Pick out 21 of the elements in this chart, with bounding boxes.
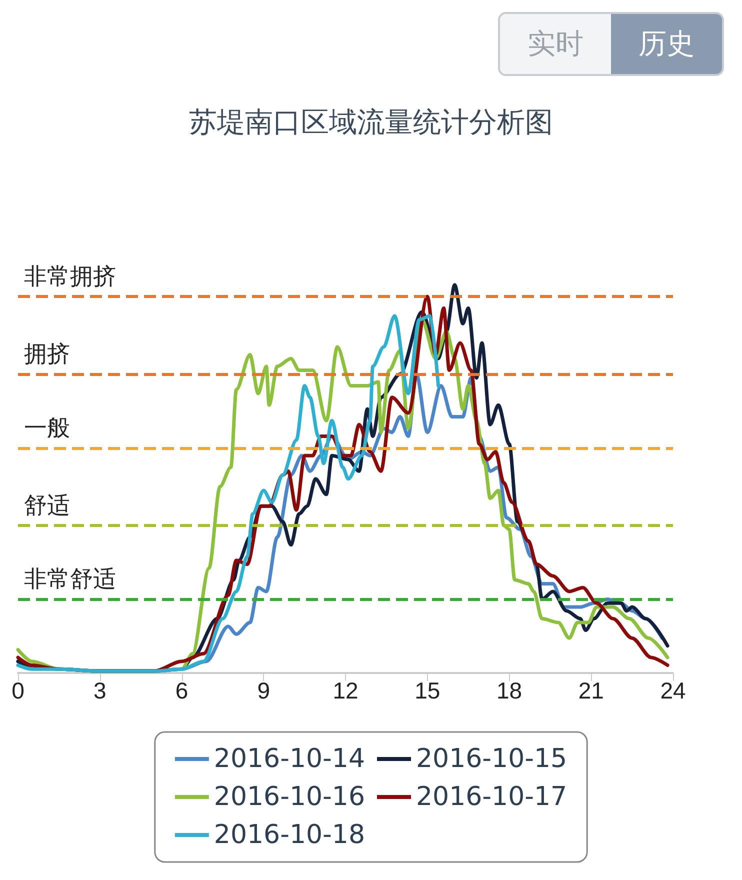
chart-title: 苏堤南口区域流量统计分析图: [189, 106, 553, 138]
legend-label: 2016-10-18: [214, 820, 366, 850]
x-tick-label: 21: [578, 678, 604, 704]
tab-switch: 实时 历史: [498, 12, 724, 76]
ref-line-label: 非常舒适: [24, 566, 116, 593]
x-tick-label: 24: [660, 678, 686, 704]
x-tick-label: 6: [175, 678, 188, 704]
legend-label: 2016-10-14: [214, 744, 366, 774]
legend-label: 2016-10-15: [416, 744, 568, 774]
x-tick-label: 3: [93, 678, 106, 704]
ref-line-label: 非常拥挤: [24, 264, 116, 290]
x-tick-label: 18: [496, 678, 522, 704]
x-tick-label: 15: [414, 678, 440, 704]
ref-line-label: 舒适: [24, 492, 70, 519]
x-tick-label: 0: [12, 678, 24, 704]
x-tick-label: 12: [332, 678, 358, 704]
legend-label: 2016-10-16: [214, 782, 366, 812]
legend-label: 2016-10-17: [416, 782, 568, 812]
ref-line-label: 拥挤: [24, 342, 70, 368]
x-tick-label: 9: [257, 678, 270, 704]
ref-line-label: 一般: [24, 415, 70, 442]
